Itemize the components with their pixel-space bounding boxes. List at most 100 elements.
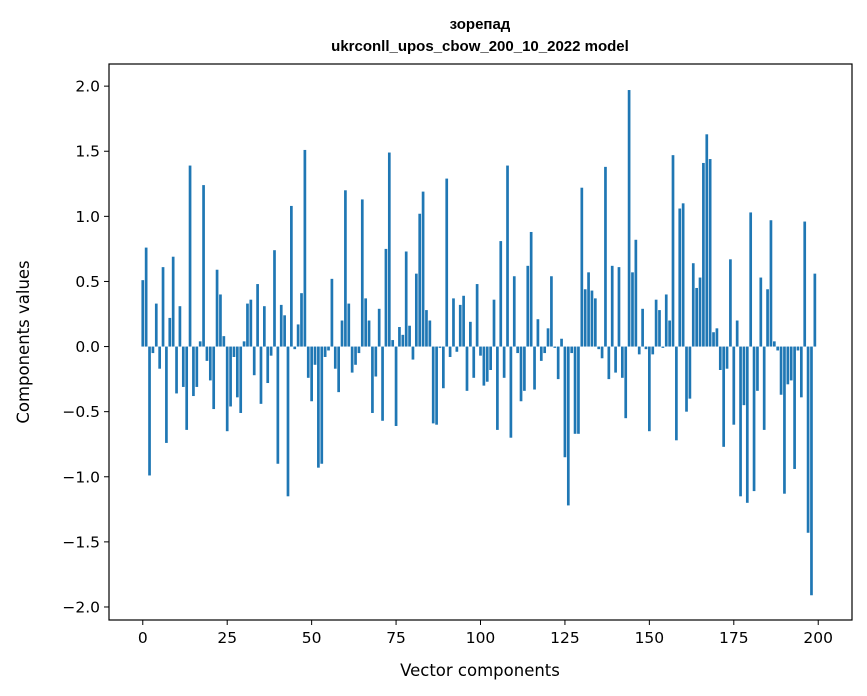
bar-74 (391, 340, 395, 347)
bar-70 (377, 308, 381, 347)
bar-0 (141, 280, 145, 347)
bar-67 (367, 320, 371, 347)
bar-30 (242, 341, 246, 347)
bar-80 (411, 346, 415, 360)
bar-176 (735, 320, 739, 347)
bar-163 (691, 263, 695, 347)
bar-158 (675, 346, 678, 441)
bar-100 (479, 346, 482, 356)
bar-128 (573, 346, 577, 434)
plot-frame (108, 63, 853, 621)
bar-137 (604, 166, 607, 347)
bar-17 (198, 341, 202, 347)
bar-133 (590, 290, 594, 347)
bar-33 (252, 346, 256, 376)
bar-173 (725, 346, 729, 369)
bar-10 (175, 346, 178, 394)
bar-196 (803, 221, 807, 347)
bar-123 (556, 346, 560, 380)
x-axis-label: Vector components (400, 661, 560, 680)
bar-9 (171, 256, 175, 347)
bar-46 (296, 324, 300, 347)
bar-44 (290, 205, 293, 347)
bar-180 (749, 212, 753, 347)
bar-95 (462, 295, 465, 347)
bar-88 (438, 346, 442, 348)
bar-16 (195, 346, 199, 387)
x-tick-label: 25 (217, 629, 237, 647)
bar-54 (323, 346, 327, 357)
bar-69 (374, 346, 378, 377)
bar-143 (624, 346, 628, 419)
bar-23 (219, 294, 222, 347)
bar-89 (442, 346, 445, 389)
bar-52 (317, 346, 320, 468)
bar-76 (398, 327, 401, 347)
bar-104 (492, 299, 496, 347)
bar-43 (286, 346, 290, 497)
bar-81 (414, 273, 418, 347)
bar-183 (759, 277, 763, 347)
bar-42 (283, 315, 286, 347)
bar-141 (617, 267, 621, 347)
bar-1 (144, 247, 148, 347)
y-tick-label: 1.0 (75, 208, 100, 226)
x-tick-label: 100 (466, 629, 496, 647)
bar-61 (347, 303, 351, 347)
bar-150 (648, 346, 651, 432)
bar-34 (256, 284, 259, 347)
bar-192 (789, 346, 793, 381)
y-tick-label: −1.5 (62, 533, 100, 551)
bar-179 (745, 346, 749, 503)
bar-73 (387, 152, 391, 347)
bar-51 (313, 346, 317, 365)
x-tick-label: 125 (550, 629, 580, 647)
bar-19 (205, 346, 209, 361)
bar-157 (671, 155, 675, 347)
bar-155 (664, 294, 668, 347)
bar-48 (303, 149, 307, 347)
bar-106 (499, 241, 503, 347)
chart-title: зорепад (450, 16, 511, 33)
bar-13 (185, 346, 189, 430)
bar-146 (634, 239, 638, 347)
bar-172 (722, 346, 726, 447)
bar-122 (553, 346, 557, 348)
bar-111 (516, 346, 519, 354)
bar-3 (151, 346, 155, 354)
bar-86 (431, 346, 435, 424)
bar-120 (546, 328, 550, 347)
bar-169 (712, 332, 715, 347)
bar-121 (550, 276, 553, 347)
bar-197 (806, 346, 810, 533)
bar-31 (246, 303, 249, 347)
bar-103 (489, 346, 492, 370)
bar-26 (229, 346, 232, 407)
y-tick-label: −1.0 (62, 468, 100, 486)
bar-87 (435, 346, 438, 425)
bar-153 (658, 310, 661, 347)
bar-148 (641, 308, 644, 347)
bar-124 (560, 338, 563, 347)
bar-45 (293, 346, 297, 350)
bar-170 (715, 328, 719, 347)
bar-114 (526, 265, 530, 347)
bar-175 (732, 346, 736, 425)
bar-119 (543, 346, 547, 354)
bar-140 (614, 346, 617, 373)
bar-82 (418, 213, 422, 347)
bar-129 (577, 346, 580, 434)
bar-72 (384, 248, 388, 347)
bar-168 (708, 159, 712, 347)
bar-92 (452, 298, 455, 347)
bar-191 (786, 346, 790, 385)
bar-130 (580, 187, 584, 347)
bar-188 (776, 346, 780, 351)
x-tick-label: 50 (302, 629, 322, 647)
bar-145 (631, 272, 634, 347)
bar-2 (148, 346, 151, 476)
bar-177 (739, 346, 742, 497)
bar-56 (330, 278, 334, 347)
bar-96 (465, 346, 469, 391)
bar-49 (306, 346, 310, 378)
